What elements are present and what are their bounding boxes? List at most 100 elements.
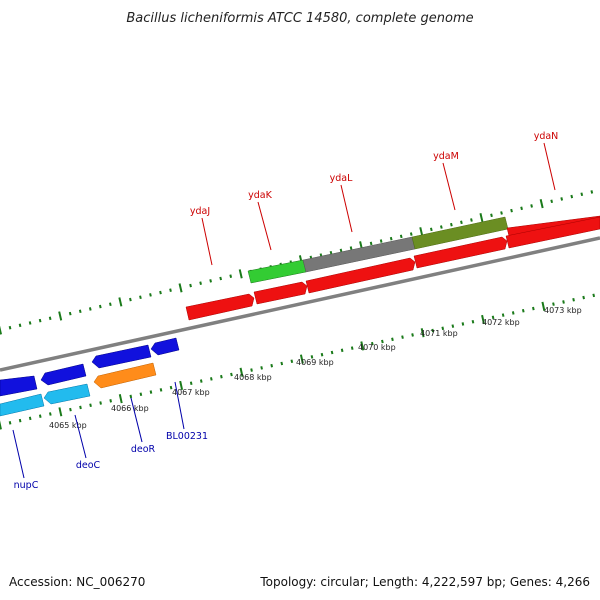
reverse-track-major-tick	[299, 354, 304, 364]
gene-label-ydaM[interactable]: ydaM	[433, 151, 459, 162]
reverse-track-major-tick	[481, 314, 485, 325]
reverse-track-minor-tick	[381, 339, 384, 344]
reverse-track-minor-tick	[89, 403, 92, 408]
forward-track-major-tick	[479, 213, 484, 223]
reverse-track-minor-tick	[250, 368, 253, 372]
gene-feature-deoC-blue[interactable]	[40, 363, 87, 386]
gene-label-leader	[257, 201, 272, 251]
reverse-track-major-tick	[360, 341, 365, 351]
gene-feature-ydaL[interactable]	[305, 257, 416, 294]
forward-track-minor-tick	[229, 274, 233, 278]
forward-track-minor-tick	[68, 311, 72, 316]
gene-label-deoC[interactable]: deoC	[76, 460, 101, 471]
gene-label-ydaN[interactable]: ydaN	[534, 131, 559, 142]
forward-track-minor-tick	[550, 199, 554, 204]
reverse-track-minor-tick	[411, 333, 414, 337]
forward-track-minor-tick	[18, 323, 22, 328]
reverse-track-major-tick	[0, 420, 2, 430]
gene-feature-deoR-blue[interactable]	[91, 344, 152, 369]
scale-label: 4065 kbp	[49, 421, 87, 430]
scale-label: 4073 kbp	[544, 306, 582, 315]
scale-label: 4066 kbp	[111, 404, 149, 413]
forward-track-major-tick	[118, 297, 123, 307]
reverse-track-minor-tick	[401, 335, 404, 339]
reverse-track-major-tick	[239, 367, 244, 377]
reverse-track-major-tick	[118, 394, 123, 404]
gene-feature-BL00231[interactable]	[150, 337, 180, 356]
gene-feature-green[interactable]	[247, 259, 307, 284]
forward-tick-track	[0, 190, 594, 335]
forward-track-major-tick	[58, 311, 63, 321]
reverse-track-major-tick	[541, 301, 546, 311]
forward-track-minor-tick	[139, 295, 142, 300]
reverse-track-minor-tick	[511, 311, 515, 315]
forward-track-minor-tick	[429, 227, 433, 232]
forward-track-minor-tick	[510, 208, 513, 213]
reverse-track-minor-tick	[48, 412, 52, 416]
gene-label-ydaK[interactable]: ydaK	[248, 190, 272, 201]
reverse-track-minor-tick	[501, 313, 505, 317]
gene-feature-deoC-cyan[interactable]	[43, 383, 91, 405]
forward-track-major-tick	[539, 199, 544, 209]
gene-label-nupC[interactable]: nupC	[14, 480, 39, 491]
forward-track-major-tick	[0, 325, 2, 335]
reverse-track-minor-tick	[18, 418, 22, 423]
reverse-track-minor-tick	[280, 361, 284, 366]
gene-feature-ydaJ[interactable]	[185, 293, 255, 321]
forward-track-minor-tick	[169, 288, 172, 292]
gene-feature-nupC-cyan[interactable]	[0, 393, 45, 417]
gene-feature-nupC-blue[interactable]	[0, 375, 38, 397]
gene-label-leader	[12, 429, 25, 479]
reverse-track-major-tick	[58, 407, 63, 417]
gene-label-deoR[interactable]: deoR	[131, 444, 156, 455]
reverse-track-minor-tick	[109, 399, 113, 403]
reverse-track-minor-tick	[8, 421, 12, 425]
reverse-track-minor-tick	[451, 324, 455, 328]
scale-label: 4068 kbp	[234, 373, 272, 382]
reverse-track-minor-tick	[340, 348, 344, 353]
feature-track	[0, 215, 600, 417]
forward-track-minor-tick	[460, 220, 463, 225]
gene-label-ydaL[interactable]: ydaL	[330, 173, 353, 184]
gene-feature-ydaK[interactable]	[253, 281, 308, 305]
gene-label-leader	[543, 142, 556, 191]
forward-track-minor-tick	[389, 236, 393, 241]
forward-track-minor-tick	[8, 325, 12, 330]
map-title: Bacillus licheniformis ATCC 14580, compl…	[126, 11, 473, 26]
reverse-track-minor-tick	[69, 407, 72, 412]
forward-track-minor-tick	[349, 246, 353, 250]
gene-labels: ydaJ ydaK ydaL ydaM ydaN nupC deoC deoR BL00231	[12, 131, 559, 491]
gene-label-leader	[340, 184, 353, 233]
reverse-track-minor-tick	[199, 379, 203, 383]
gene-label-ydaJ[interactable]: ydaJ	[190, 206, 210, 217]
forward-track-minor-tick	[189, 283, 192, 288]
reverse-track-minor-tick	[220, 374, 223, 379]
reverse-tick-track	[0, 293, 596, 430]
forward-track-minor-tick	[199, 281, 202, 285]
gene-label-BL00231[interactable]: BL00231	[166, 431, 208, 442]
reverse-track-minor-tick	[139, 392, 143, 397]
gene-feature-ydaN[interactable]	[505, 216, 600, 249]
reverse-track-minor-tick	[562, 300, 565, 304]
forward-track-minor-tick	[48, 316, 52, 321]
reverse-track-minor-tick	[552, 302, 555, 306]
gene-feature-ydaM[interactable]	[413, 236, 508, 269]
reverse-track-minor-tick	[189, 381, 193, 386]
forward-track-minor-tick	[590, 190, 594, 194]
reverse-track-minor-tick	[260, 366, 263, 370]
forward-track-minor-tick	[409, 232, 413, 236]
forward-track-minor-tick	[570, 194, 574, 199]
gene-label-leader	[442, 162, 456, 211]
forward-track-minor-tick	[530, 204, 533, 208]
reverse-track-minor-tick	[320, 352, 324, 357]
forward-track-minor-tick	[500, 211, 503, 215]
reverse-track-minor-tick	[532, 306, 535, 311]
gene-label-leader	[130, 397, 143, 443]
reverse-track-minor-tick	[371, 341, 374, 346]
forward-track-minor-tick	[470, 218, 473, 222]
gene-feature-deoR-orange[interactable]	[93, 362, 157, 389]
reverse-track-minor-tick	[471, 319, 475, 324]
reverse-track-minor-tick	[129, 394, 133, 399]
scale-label: 4067 kbp	[172, 388, 210, 397]
forward-track-minor-tick	[440, 225, 443, 229]
